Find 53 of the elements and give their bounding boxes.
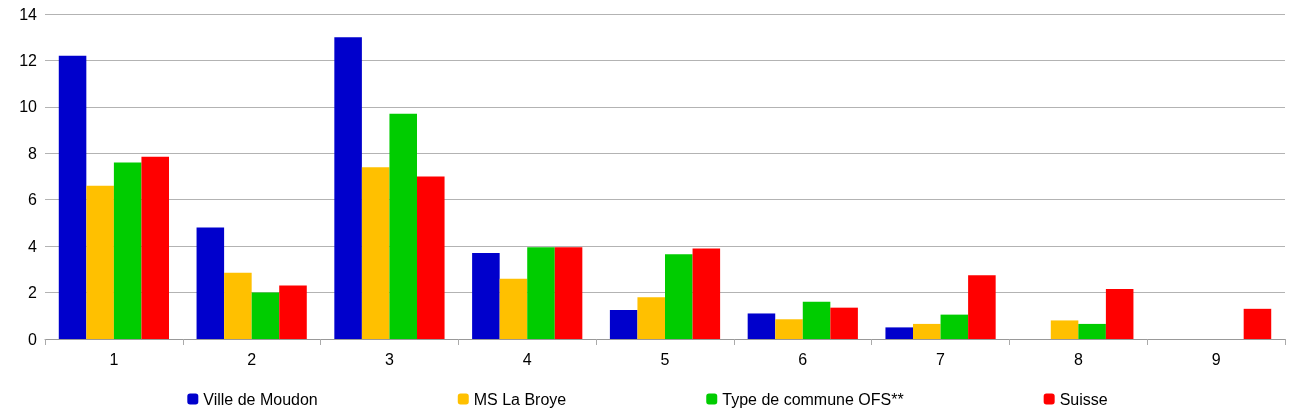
bar: [361, 167, 390, 339]
bar: [609, 309, 638, 339]
bar: [417, 176, 445, 339]
bar: [279, 285, 307, 339]
x-tick-label: 1: [109, 350, 119, 368]
y-tick-label: 14: [19, 5, 38, 23]
bar: [251, 292, 280, 339]
x-tick-label: 9: [1211, 350, 1221, 368]
bar: [775, 319, 803, 339]
y-tick-label: 4: [28, 237, 38, 255]
y-tick-label: 8: [28, 144, 38, 162]
y-tick-label: 2: [28, 284, 38, 302]
bar: [58, 55, 87, 339]
bar: [224, 272, 252, 339]
bar: [692, 248, 721, 339]
x-tick-label: 2: [247, 350, 257, 368]
x-tick-label: 7: [936, 350, 946, 368]
y-tick-label: 6: [28, 191, 38, 209]
bar: [830, 307, 858, 339]
bar: [389, 113, 417, 339]
bar: [141, 156, 169, 339]
y-tick-label: 12: [19, 51, 38, 69]
bar: [913, 323, 941, 339]
bar: [1243, 308, 1272, 339]
bar: [86, 185, 114, 339]
bar: [472, 253, 500, 339]
bar: [334, 37, 362, 339]
bar: [1078, 323, 1106, 339]
bar: [113, 162, 142, 339]
x-tick-label: 8: [1073, 350, 1083, 368]
legend-label: Suisse: [1059, 390, 1108, 408]
x-tick-label: 3: [384, 350, 394, 368]
bar: [1105, 289, 1134, 339]
bar: [554, 247, 583, 339]
bar: [802, 301, 831, 339]
bar: [196, 227, 225, 339]
bar: [637, 297, 665, 339]
bar: [747, 313, 776, 339]
y-tick-label: 10: [19, 98, 38, 116]
bar: [499, 278, 528, 339]
bar: [940, 314, 969, 339]
x-tick-label: 5: [660, 350, 670, 368]
bar: [1050, 320, 1079, 339]
bar: [665, 254, 693, 339]
legend-label: Ville de Moudon: [203, 390, 318, 408]
bar: [968, 275, 996, 339]
x-tick-label: 4: [522, 350, 532, 368]
x-tick-label: 6: [798, 350, 808, 368]
y-tick-label: 0: [28, 330, 38, 348]
legend-label: Type de commune OFS**: [722, 390, 904, 408]
legend-label: MS La Broye: [473, 390, 567, 408]
bar: [885, 327, 913, 339]
bar: [527, 247, 555, 339]
